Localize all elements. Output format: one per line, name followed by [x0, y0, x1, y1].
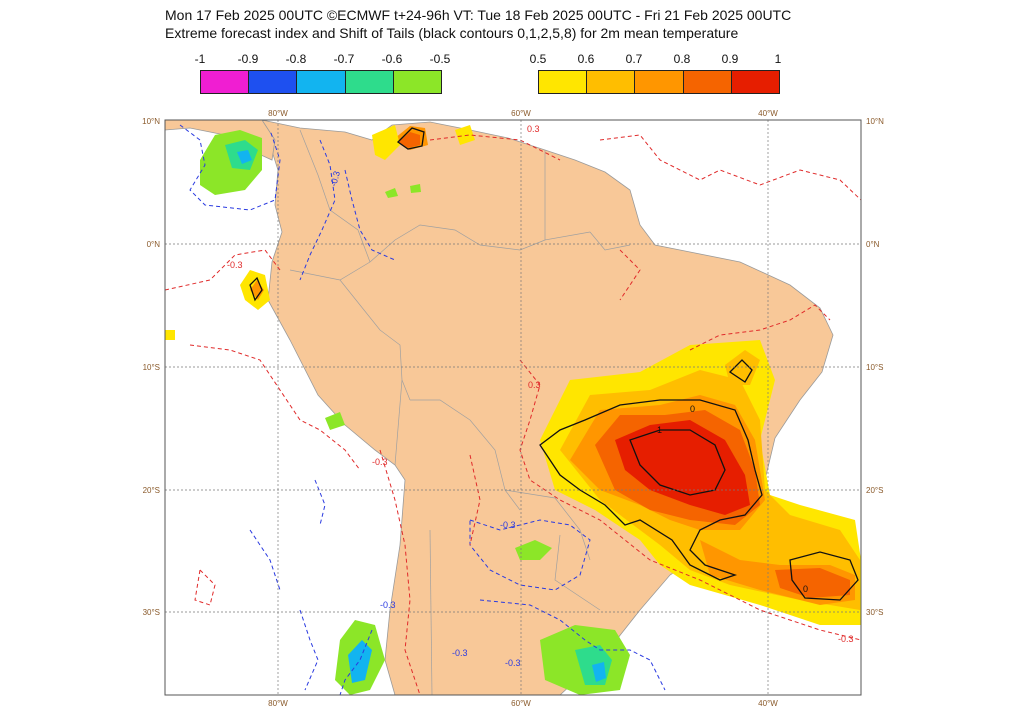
warm-legend-swatch [587, 71, 636, 93]
negative-contour-label: -0.3 [328, 170, 342, 188]
cold-legend-swatch [345, 71, 394, 93]
positive-contour-label: 0.3 [527, 124, 540, 134]
negative-contour-label: -0.3 [452, 648, 468, 658]
sot-contour-label: 0 [690, 404, 695, 414]
sot-contours [249, 127, 859, 601]
negative-contours [179, 124, 666, 695]
cold-legend-label: -1 [194, 52, 206, 66]
positive-contour-label: -0.3 [372, 457, 388, 467]
cold-legend-label: -0.7 [333, 52, 355, 66]
lat-tick-right: 20°S [866, 486, 883, 495]
cold-legend-label: -0.8 [285, 52, 307, 66]
map-title-line-1: Mon 17 Feb 2025 00UTC ©ECMWF t+24-96h VT… [165, 7, 792, 23]
cold-legend-label: -0.9 [237, 52, 259, 66]
cold-legend-swatch [201, 71, 250, 93]
cold-legend-swatch [249, 71, 298, 93]
positive-contours [165, 134, 861, 695]
warm-legend-label: 0.5 [529, 52, 547, 66]
lon-tick-top: 60°W [511, 109, 531, 118]
warm-legend-swatch [683, 71, 732, 93]
negative-contour-label: -0.3 [505, 658, 521, 668]
cold-legend-swatch [297, 71, 346, 93]
lon-tick-top: 80°W [268, 109, 288, 118]
warm-legend-label: 0.8 [673, 52, 691, 66]
negative-contour-label: -0.3 [500, 520, 516, 530]
lat-tick-right: 10°S [866, 363, 883, 372]
map-title-line-2: Extreme forecast index and Shift of Tail… [165, 25, 739, 41]
graticule [165, 120, 861, 695]
warm-color-legend: 0.5 0.6 0.7 0.8 0.9 1 [530, 52, 788, 96]
lat-tick-left: 10°N [142, 117, 160, 126]
cold-efi-shading [165, 130, 630, 695]
lon-tick-top: 40°W [758, 109, 778, 118]
cold-legend-label: -0.5 [429, 52, 451, 66]
warm-legend-label: 1 [774, 52, 782, 66]
cold-color-bar [200, 70, 442, 94]
lat-tick-right: 10°N [866, 117, 884, 126]
sot-contour-label: 1 [657, 425, 662, 435]
lat-tick-right: 0°N [866, 240, 880, 249]
sot-contour-label: 0 [803, 584, 808, 594]
warm-legend-swatch [539, 71, 588, 93]
lon-tick-bottom: 60°W [511, 699, 531, 708]
negative-contour-label: -0.3 [380, 600, 396, 610]
contour-labels: -0.3 -0.3 -0.3 -0.3 -0.3 -0.3 -0.3 -0.3 … [227, 124, 854, 668]
country-borders [289, 129, 631, 695]
positive-contour-label: -0.3 [838, 634, 854, 644]
lon-tick-bottom: 80°W [268, 699, 288, 708]
cold-legend-label: -0.6 [381, 52, 403, 66]
positive-contour-label: 0.3 [528, 380, 541, 390]
lon-tick-bottom: 40°W [758, 699, 778, 708]
cold-color-legend: -1 -0.9 -0.8 -0.7 -0.6 -0.5 [195, 52, 451, 96]
lat-tick-left: 30°S [143, 608, 160, 617]
lat-tick-right: 30°S [866, 608, 883, 617]
lat-tick-left: 0°N [147, 240, 161, 249]
warm-legend-label: 0.9 [721, 52, 739, 66]
positive-contour-label: -0.3 [227, 260, 243, 270]
cold-legend-swatch [393, 71, 442, 93]
warm-legend-label: 0.7 [625, 52, 643, 66]
warm-legend-swatch [635, 71, 684, 93]
map-frame [164, 119, 862, 696]
axis-ticks: 80°W 60°W 40°W 80°W 60°W 40°W 10°N 0°N 1… [142, 109, 884, 708]
lat-tick-left: 10°S [143, 363, 160, 372]
lat-tick-left: 20°S [143, 486, 160, 495]
cold-legend-labels: -1 -0.9 -0.8 -0.7 -0.6 -0.5 [195, 52, 451, 68]
warm-color-bar [538, 70, 780, 94]
warm-legend-label: 0.6 [577, 52, 595, 66]
warm-legend-swatch [731, 71, 780, 93]
warm-legend-labels: 0.5 0.6 0.7 0.8 0.9 1 [530, 52, 788, 68]
